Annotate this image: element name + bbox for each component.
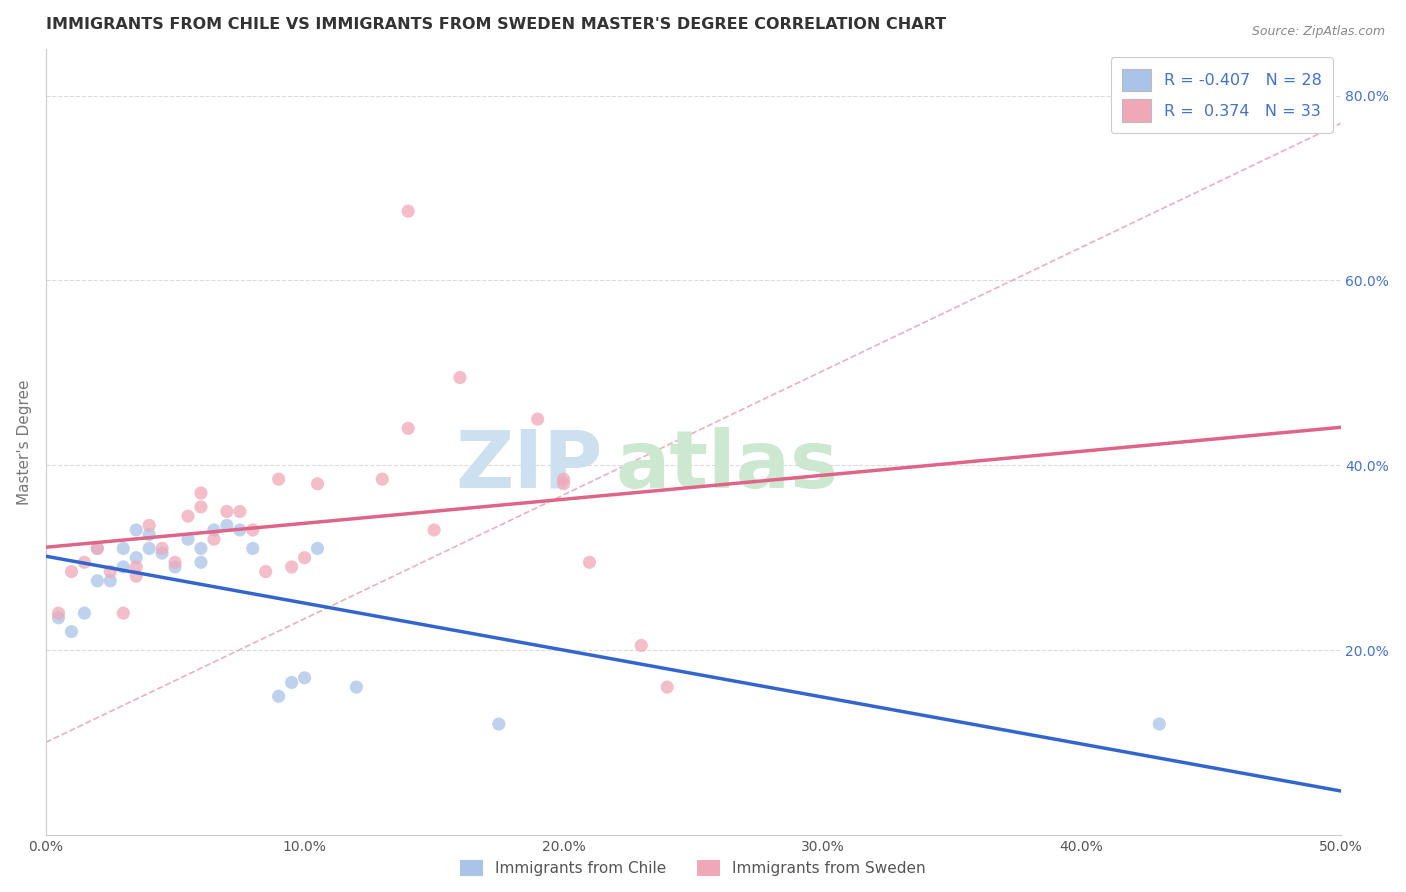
- Point: [125, 569, 148, 583]
- Legend: Immigrants from Chile, Immigrants from Sweden: Immigrants from Chile, Immigrants from S…: [454, 854, 932, 882]
- Point: [630, 639, 652, 653]
- Point: [267, 690, 290, 704]
- Point: [150, 546, 173, 560]
- Point: [190, 541, 212, 556]
- Point: [190, 555, 212, 569]
- Point: [294, 671, 316, 685]
- Point: [177, 509, 200, 524]
- Point: [307, 476, 329, 491]
- Text: IMMIGRANTS FROM CHILE VS IMMIGRANTS FROM SWEDEN MASTER'S DEGREE CORRELATION CHAR: IMMIGRANTS FROM CHILE VS IMMIGRANTS FROM…: [45, 17, 946, 32]
- Point: [267, 472, 290, 486]
- Point: [125, 550, 148, 565]
- Point: [112, 560, 135, 574]
- Point: [280, 675, 302, 690]
- Point: [254, 565, 277, 579]
- Point: [73, 606, 96, 620]
- Point: [86, 574, 108, 588]
- Point: [657, 680, 679, 694]
- Point: [177, 533, 200, 547]
- Point: [98, 565, 121, 579]
- Point: [125, 523, 148, 537]
- Point: [86, 541, 108, 556]
- Point: [202, 523, 225, 537]
- Point: [242, 523, 264, 537]
- Point: [138, 527, 160, 541]
- Point: [396, 204, 419, 219]
- Point: [48, 611, 70, 625]
- Point: [190, 486, 212, 500]
- Point: [229, 504, 252, 518]
- Point: [150, 541, 173, 556]
- Point: [112, 606, 135, 620]
- Point: [449, 370, 471, 384]
- Text: ZIP: ZIP: [456, 426, 602, 505]
- Point: [165, 555, 187, 569]
- Point: [280, 560, 302, 574]
- Point: [73, 555, 96, 569]
- Point: [112, 541, 135, 556]
- Point: [215, 518, 238, 533]
- Point: [553, 472, 575, 486]
- Point: [526, 412, 548, 426]
- Point: [242, 541, 264, 556]
- Point: [423, 523, 446, 537]
- Point: [215, 504, 238, 518]
- Text: Source: ZipAtlas.com: Source: ZipAtlas.com: [1251, 25, 1385, 38]
- Point: [229, 523, 252, 537]
- Point: [371, 472, 394, 486]
- Point: [60, 565, 83, 579]
- Point: [396, 421, 419, 435]
- Point: [553, 476, 575, 491]
- Point: [307, 541, 329, 556]
- Point: [86, 541, 108, 556]
- Point: [578, 555, 600, 569]
- Text: atlas: atlas: [616, 426, 838, 505]
- Point: [202, 533, 225, 547]
- Point: [344, 680, 367, 694]
- Point: [294, 550, 316, 565]
- Y-axis label: Master's Degree: Master's Degree: [17, 379, 32, 505]
- Point: [488, 717, 510, 731]
- Point: [60, 624, 83, 639]
- Point: [1149, 717, 1171, 731]
- Point: [190, 500, 212, 514]
- Point: [98, 574, 121, 588]
- Point: [138, 541, 160, 556]
- Point: [125, 560, 148, 574]
- Point: [48, 606, 70, 620]
- Point: [165, 560, 187, 574]
- Point: [138, 518, 160, 533]
